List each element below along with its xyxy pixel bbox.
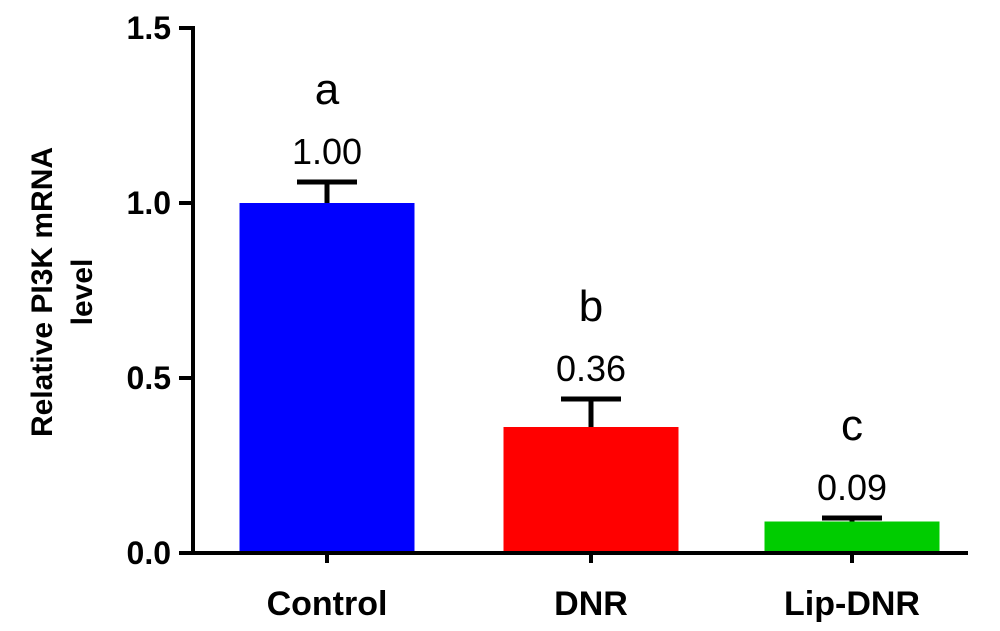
y-tick-label: 0.0 [127,535,171,571]
significance-label: c [841,401,863,450]
y-tick-label: 1.5 [127,10,171,46]
value-label: 0.09 [817,467,887,508]
value-label: 0.36 [556,348,626,389]
bar-control [239,203,415,553]
x-tick-label: DNR [554,585,628,623]
y-tick-label: 1.0 [127,185,171,221]
y-axis-label: Relative PI3K mRNA level [26,147,99,437]
significance-label: b [579,282,603,331]
value-label: 1.00 [292,131,362,172]
bar-lip-dnr [764,521,940,553]
x-tick-label: Control [267,585,388,623]
bar-dnr [503,427,679,553]
x-tick-label: Lip-DNR [784,585,920,623]
y-axis-label-line-2: level [66,259,99,326]
significance-label: a [315,65,340,114]
y-axis-label-line-1: Relative PI3K mRNA [26,147,59,437]
y-tick-label: 0.5 [127,360,171,396]
